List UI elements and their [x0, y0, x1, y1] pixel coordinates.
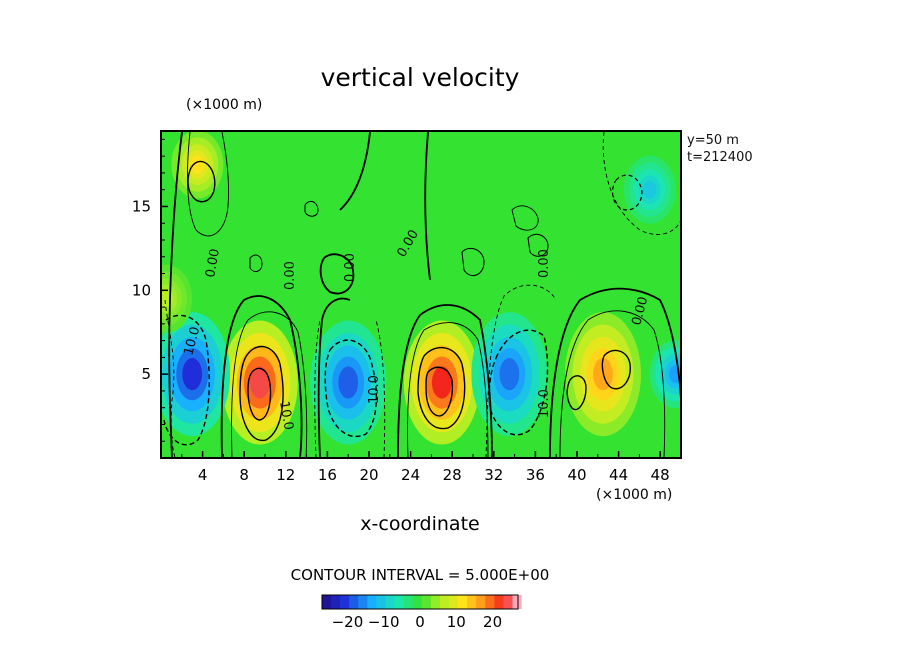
x-tick-label: 8: [239, 466, 249, 484]
contour-lines: [163, 131, 681, 458]
contour-label: 0.00: [283, 261, 298, 290]
colorbar-segment: [385, 595, 395, 609]
colorbar-segment: [439, 595, 450, 609]
heatmap-cell: [431, 366, 452, 399]
contour-label: 10.0: [181, 325, 203, 357]
colorbar-segment: [322, 595, 332, 609]
plot-area: 0.00 0.00 0.00 0.00 0.00 0.00 10.0 10.0 …: [161, 131, 681, 458]
contour-label: 0.00: [537, 249, 552, 278]
colorbar-segment: [340, 595, 350, 609]
x-tick-label: 4: [198, 466, 208, 484]
annotation-t: t=212400: [687, 150, 753, 165]
x-tick-label: 16: [318, 466, 337, 484]
contour-label: 10.0: [276, 400, 296, 431]
x-tick-label: 36: [526, 466, 545, 484]
colorbar-segment: [476, 595, 486, 609]
colorbar-segment: [512, 595, 522, 609]
colorbar-outline: [321, 594, 519, 610]
colorbar-segment: [421, 595, 431, 609]
colorbar-segment: [349, 595, 359, 609]
colorbar-segment: [376, 595, 386, 609]
colorbar-segment: [467, 595, 477, 609]
y-tick-label: 15: [132, 197, 151, 215]
colorbar-segment: [494, 595, 504, 609]
colorbar: −20 −10 0 10 20: [321, 594, 522, 631]
colorbar-tick-label: 0: [415, 613, 425, 631]
contour-interval-text: CONTOUR INTERVAL = 5.000E+00: [291, 566, 550, 584]
contour-label: 10.0: [537, 389, 552, 418]
contour-label: 0.00: [343, 253, 358, 282]
colorbar-segment: [358, 595, 368, 609]
colorbar-segment: [503, 595, 513, 609]
x-axis-label: x-coordinate: [360, 513, 479, 535]
x-tick-label: 40: [567, 466, 586, 484]
heatmap-cell: [249, 366, 270, 399]
contour-label: 10.0: [367, 375, 382, 404]
heatmap-cell: [338, 366, 359, 399]
colorbar-tick-label: −10: [368, 613, 400, 631]
colorbar-ticks: −20 −10 0 10 20: [332, 613, 503, 631]
contour-label: 0.00: [629, 295, 651, 327]
colorbar-tick-label: 20: [483, 613, 502, 631]
colorbar-segment: [485, 595, 495, 609]
x-tick-label: 32: [484, 466, 503, 484]
colorbar-segments: [321, 594, 522, 610]
colorbar-segment: [394, 595, 404, 609]
colorbar-segment: [458, 595, 468, 609]
y-axis-ticks: 5 10 15: [132, 138, 168, 442]
annotation-y: y=50 m: [687, 133, 739, 148]
y-axis-unit: (×1000 m): [186, 97, 262, 113]
colorbar-segment: [331, 595, 341, 609]
colorbar-segment: [449, 595, 459, 609]
y-tick-label: 10: [132, 281, 151, 299]
colorbar-tick-label: −20: [332, 613, 364, 631]
colorbar-segment: [403, 595, 413, 609]
y-tick-label: 5: [141, 365, 151, 383]
x-tick-label: 24: [401, 466, 420, 484]
heatmap-cell: [499, 358, 520, 391]
chart-title: vertical velocity: [321, 63, 520, 92]
colorbar-tick-label: 10: [447, 613, 466, 631]
colorbar-segment: [367, 595, 377, 609]
x-axis-ticks: 4 8 12 16 20 24 28 32 36 40 44 48: [181, 451, 670, 484]
x-tick-label: 28: [443, 466, 462, 484]
x-tick-label: 20: [359, 466, 378, 484]
x-axis-unit: (×1000 m): [596, 487, 672, 503]
plot-frame: [160, 130, 682, 459]
colorbar-segment: [412, 595, 422, 609]
x-tick-label: 12: [276, 466, 295, 484]
heatmap-cell: [190, 155, 205, 174]
colorbar-segment: [430, 595, 440, 609]
x-tick-label: 48: [651, 466, 670, 484]
heatmap-cell: [643, 180, 657, 199]
x-tick-label: 44: [609, 466, 628, 484]
contour-label: 0.00: [203, 248, 223, 279]
heatmap-cell: [182, 358, 203, 391]
